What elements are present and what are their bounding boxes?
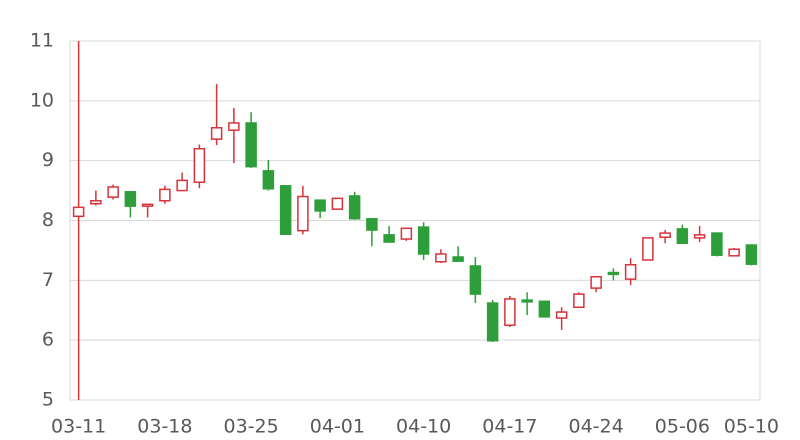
x-tick-label: 03-18 [137,416,192,438]
y-tick-label: 11 [30,30,54,52]
candle-body [659,232,671,239]
y-tick-label: 6 [42,329,54,351]
candle-body [383,234,395,243]
x-tick-label: 04-01 [310,416,365,438]
candle-body [314,199,326,212]
x-tick-label: 04-10 [396,416,451,438]
candle-body [72,206,85,218]
candle-body [469,265,482,295]
x-tick-label: 03-11 [51,416,106,438]
candle-body [435,253,447,263]
candle-body [745,244,758,265]
candle-body [538,300,551,318]
x-tick-label: 05-06 [655,416,710,438]
y-tick-label: 5 [42,389,54,411]
candle-body [245,122,257,168]
candle-body [555,311,568,319]
candle-body [452,256,464,262]
x-tick-label: 04-24 [569,416,624,438]
y-tick-label: 7 [42,269,54,291]
candle-body [176,179,188,192]
candle-body [262,170,275,190]
candle-body [486,302,499,342]
candle-body [607,271,620,276]
y-tick-label: 8 [42,209,54,231]
candle-body [417,226,430,255]
candle-body [210,127,223,140]
x-tick-label: 04-17 [482,416,537,438]
candle-body [521,299,533,303]
candle-body [193,147,206,183]
candle-body [728,248,740,257]
candle-body [693,234,706,239]
candle-body [676,228,689,244]
candle-body [642,237,654,261]
candle-body [366,217,378,231]
candle-body [297,195,309,232]
candle-body [331,197,344,210]
candle-body [279,185,292,236]
x-tick-label: 03-25 [224,416,279,438]
candle-body [590,275,602,289]
candle-body [711,232,723,256]
candle-body [228,122,240,131]
candle-body [107,186,119,198]
y-tick-label: 10 [30,89,54,111]
x-tick-label: 05-10 [724,416,779,438]
candle-body [159,188,171,202]
candle-body [90,200,102,205]
candle-body [573,293,585,309]
y-tick-label: 9 [42,149,54,171]
candle-body [141,203,154,207]
candle-body [348,195,361,220]
candle-body [124,191,137,207]
candle-body [400,227,413,240]
candle-body [504,298,516,326]
candle-body [624,264,637,280]
